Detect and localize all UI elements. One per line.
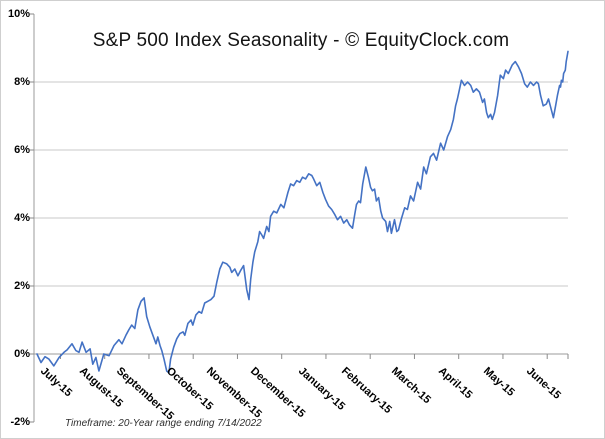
y-axis-label: 4% [14, 212, 30, 224]
y-axis-label: 6% [14, 144, 30, 156]
y-axis-label: 8% [14, 76, 30, 88]
y-axis-label: 10% [7, 8, 30, 20]
timeframe-footnote: Timeframe: 20-Year range ending 7/14/202… [65, 418, 262, 429]
y-axis-label: 2% [14, 280, 30, 292]
series-line [36, 50, 569, 374]
y-axis-label: 0% [14, 348, 30, 360]
y-axis-label: -2% [10, 416, 30, 428]
chart-title: S&P 500 Index Seasonality - © EquityCloc… [92, 30, 510, 51]
